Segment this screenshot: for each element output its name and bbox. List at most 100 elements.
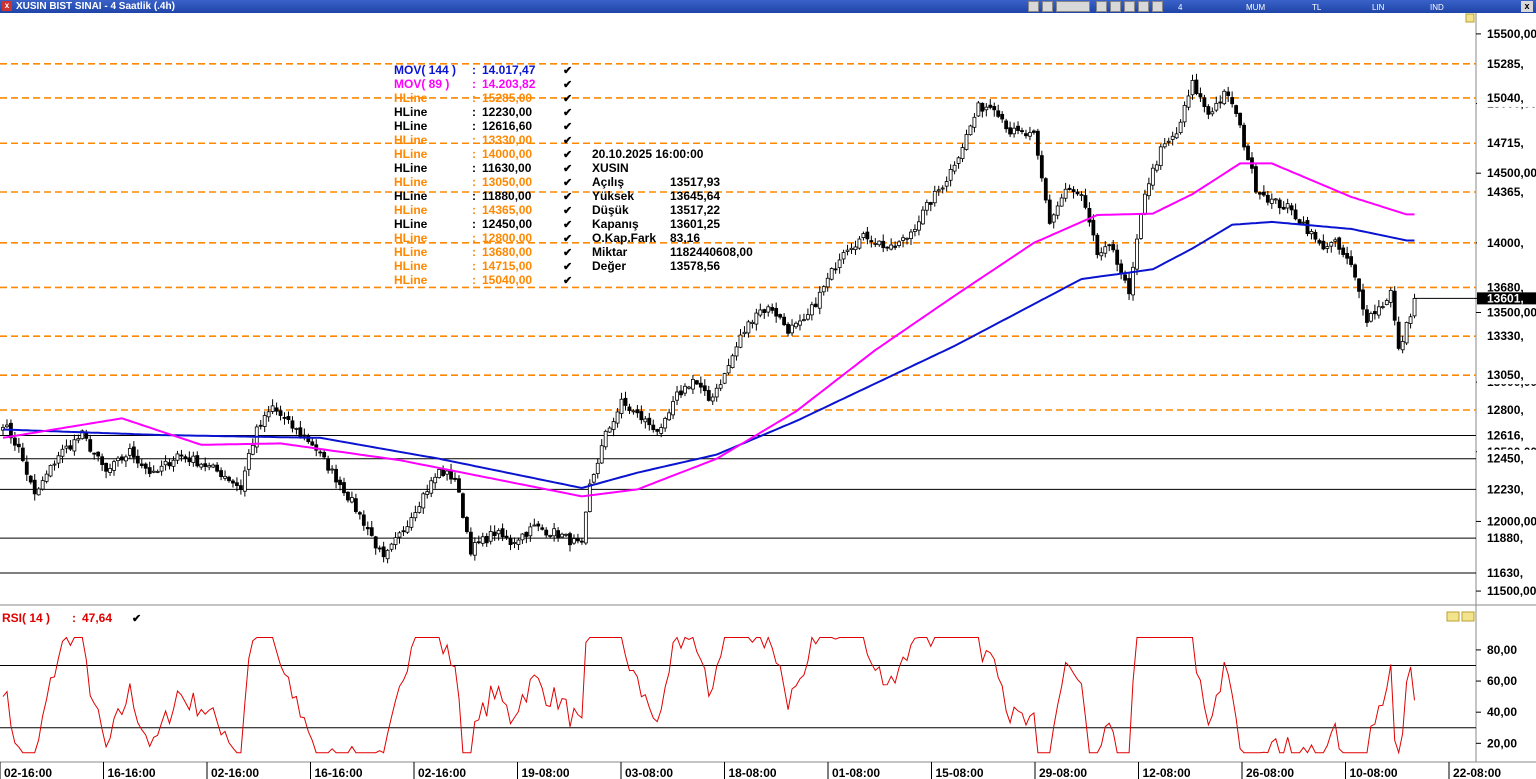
candle-body — [409, 517, 414, 528]
candle — [1083, 188, 1088, 210]
pencil-tool-icon[interactable] — [1124, 1, 1135, 12]
candle-body — [528, 526, 533, 537]
candle — [928, 201, 933, 212]
line-tool-icon[interactable] — [1096, 1, 1107, 12]
hline-label-bg — [1477, 88, 1536, 107]
candle — [813, 297, 818, 308]
candle-body — [508, 537, 513, 545]
candle-body — [996, 110, 1001, 117]
candle-body — [992, 106, 997, 111]
candle-body — [540, 527, 545, 530]
indicator-selector[interactable]: IND — [1430, 3, 1444, 12]
candle — [155, 469, 160, 474]
candle — [1258, 191, 1262, 200]
candle-body — [762, 309, 767, 313]
candle — [163, 455, 168, 471]
candle-body — [722, 373, 727, 384]
candle — [504, 529, 509, 540]
grid-tool-icon[interactable] — [1110, 1, 1121, 12]
candle — [794, 321, 798, 329]
candle — [802, 313, 806, 322]
candle — [1150, 163, 1155, 190]
candle-body — [476, 541, 481, 544]
candle-body — [108, 468, 112, 473]
candle — [825, 272, 830, 292]
candle-body — [266, 411, 271, 418]
chart-type-selector[interactable]: MUM — [1246, 3, 1266, 12]
candle-body — [702, 385, 707, 392]
candle-body — [572, 538, 576, 544]
indicator-tool-icon[interactable] — [1056, 1, 1090, 12]
candle — [334, 464, 338, 489]
candle-body — [627, 406, 632, 411]
candle — [936, 185, 941, 196]
candle — [960, 143, 965, 163]
candle — [917, 215, 921, 236]
candle — [1396, 316, 1401, 351]
candle — [786, 322, 790, 337]
candle — [147, 461, 152, 478]
legend-value: 13680,00 — [482, 245, 532, 259]
candle-body — [1059, 197, 1064, 207]
legend-value: 12230,00 — [482, 105, 532, 119]
candle — [112, 459, 116, 476]
candle-body — [956, 157, 961, 164]
candle-body — [1353, 264, 1357, 278]
candle — [1059, 193, 1064, 207]
candle — [746, 319, 751, 338]
candle-body — [282, 417, 287, 419]
candle — [72, 434, 77, 456]
scale-selector[interactable]: LIN — [1372, 3, 1385, 12]
candle — [516, 537, 521, 550]
zoom-tool-icon[interactable] — [1028, 1, 1039, 12]
candle-body — [488, 531, 493, 542]
x-tick-label: 22-08:00 — [1453, 766, 1501, 779]
candle — [976, 100, 981, 117]
candle-body — [623, 397, 628, 406]
candle-body — [1293, 209, 1298, 220]
candle — [528, 522, 533, 542]
candle — [104, 462, 108, 479]
candle-body — [1325, 246, 1330, 249]
candle-body — [1174, 133, 1179, 139]
candle — [714, 383, 719, 402]
color-tool-icon[interactable] — [1152, 1, 1163, 12]
candle — [841, 249, 846, 264]
candle-body — [635, 409, 640, 414]
candle — [484, 533, 489, 547]
candle — [798, 314, 802, 331]
candle — [576, 533, 580, 544]
candle-body — [782, 316, 787, 326]
rsi-panel-close-icon[interactable] — [1461, 611, 1475, 622]
legend-value: 15040,00 — [482, 273, 532, 287]
candle-body — [532, 524, 537, 527]
rsi-panel-menu-icon[interactable] — [1446, 611, 1460, 622]
legend-check-icon: ✔ — [563, 93, 572, 105]
candle — [1365, 304, 1369, 327]
legend-sep: : — [472, 259, 476, 273]
candle-body — [746, 321, 751, 334]
candle-body — [877, 240, 882, 246]
candle — [639, 405, 644, 424]
candle — [310, 438, 315, 447]
candle-body — [1380, 306, 1385, 308]
close-button[interactable]: x — [1521, 1, 1533, 12]
rsi-tick-label: 60,00 — [1487, 674, 1517, 688]
candle-body — [468, 531, 473, 555]
panel-menu-icon[interactable] — [1465, 13, 1475, 23]
candle-body — [1170, 135, 1175, 140]
candle — [1218, 95, 1223, 109]
candle-body — [738, 334, 743, 348]
candle-body — [44, 473, 49, 482]
hline-label-bg — [1477, 563, 1536, 582]
candle-body — [139, 463, 144, 466]
hand-tool-icon[interactable] — [1042, 1, 1053, 12]
candle — [583, 511, 588, 546]
candle-body — [167, 462, 172, 467]
candle-body — [1289, 205, 1294, 211]
x-tick-label: 01-08:00 — [832, 766, 880, 779]
currency-selector[interactable]: TL — [1312, 3, 1322, 12]
settings-tool-icon[interactable] — [1138, 1, 1149, 12]
candle-body — [1230, 97, 1235, 105]
